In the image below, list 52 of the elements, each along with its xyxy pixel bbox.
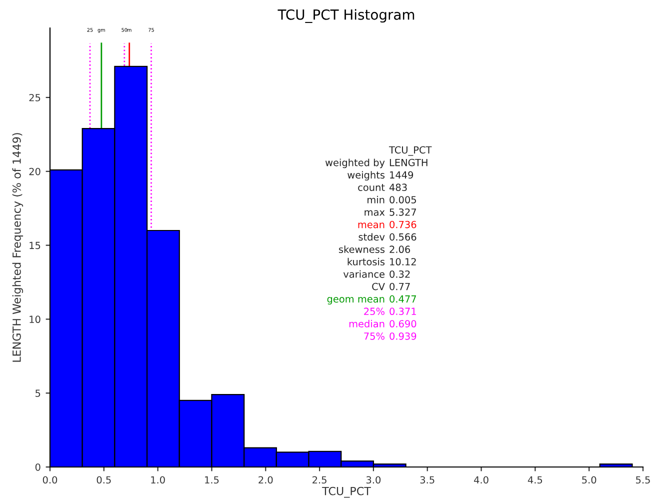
y-tick-label: 20 bbox=[29, 168, 40, 176]
annotation: kurtosis bbox=[348, 258, 385, 266]
annotation: LENGTH bbox=[390, 158, 428, 166]
annotation: 0.77 bbox=[390, 282, 410, 290]
annotation: weighted by bbox=[325, 158, 385, 168]
x-tick-label: 0.0 bbox=[42, 476, 58, 484]
annotation: 0.005 bbox=[390, 196, 416, 204]
y-axis-title: LENGTH Weighted Frequency (% of 1449) bbox=[12, 133, 24, 362]
annotation: 0.371 bbox=[390, 308, 416, 316]
y-tick-label: 5 bbox=[36, 390, 40, 397]
annotation: 10.12 bbox=[390, 258, 416, 266]
annotation: min bbox=[368, 196, 384, 204]
x-tick-label: 2.5 bbox=[312, 476, 326, 484]
annotation: 0.566 bbox=[390, 233, 416, 241]
x-tick-label: 3.5 bbox=[420, 476, 434, 484]
x-tick-label: 1.5 bbox=[205, 476, 219, 484]
annotation: 5.327 bbox=[390, 208, 416, 216]
annotation: stdev bbox=[358, 233, 385, 241]
x-tick-label: 5.0 bbox=[582, 476, 596, 484]
annotation: count bbox=[358, 184, 385, 192]
annotation: 0.690 bbox=[390, 320, 416, 328]
annotation: skewness bbox=[338, 245, 385, 254]
y-tick-label: 15 bbox=[30, 242, 40, 250]
y-tick-label: 10 bbox=[30, 316, 40, 324]
annotation: median bbox=[349, 320, 384, 328]
annotation: 0.736 bbox=[390, 220, 416, 228]
annotation: CV bbox=[372, 282, 385, 290]
annotation: max bbox=[364, 210, 385, 216]
annotation: 25% bbox=[364, 308, 384, 316]
x-axis-title: TCU_PCT bbox=[322, 486, 371, 498]
annotation: geom mean bbox=[327, 297, 384, 305]
chart-title: TCU_PCT Histogram bbox=[278, 9, 414, 23]
annotation: 0.32 bbox=[390, 270, 410, 278]
x-tick-label: 1.0 bbox=[151, 476, 165, 484]
annotation: mean bbox=[358, 222, 384, 228]
annotation: 75% bbox=[364, 332, 384, 340]
x-tick-label: 0.5 bbox=[96, 476, 111, 484]
annotation: 483 bbox=[389, 184, 407, 192]
annotation: TCU_PCT bbox=[388, 146, 432, 156]
y-tick-label: 0 bbox=[35, 463, 40, 471]
annotation: weights bbox=[348, 171, 385, 181]
x-tick-label: 2.0 bbox=[258, 476, 273, 484]
annotation: 2.06 bbox=[390, 246, 410, 254]
x-tick-label: 3.0 bbox=[366, 476, 381, 484]
annotation: 0.939 bbox=[390, 332, 416, 340]
y-tick-label: 25 bbox=[29, 94, 40, 102]
annotation: variance bbox=[343, 270, 384, 278]
x-tick-label: 5.5 bbox=[636, 476, 650, 484]
annotation: 1449 bbox=[390, 171, 414, 179]
x-tick-label: 4.5 bbox=[528, 476, 542, 484]
annotation: 0.477 bbox=[390, 295, 416, 303]
x-tick-label: 4.0 bbox=[474, 476, 488, 484]
